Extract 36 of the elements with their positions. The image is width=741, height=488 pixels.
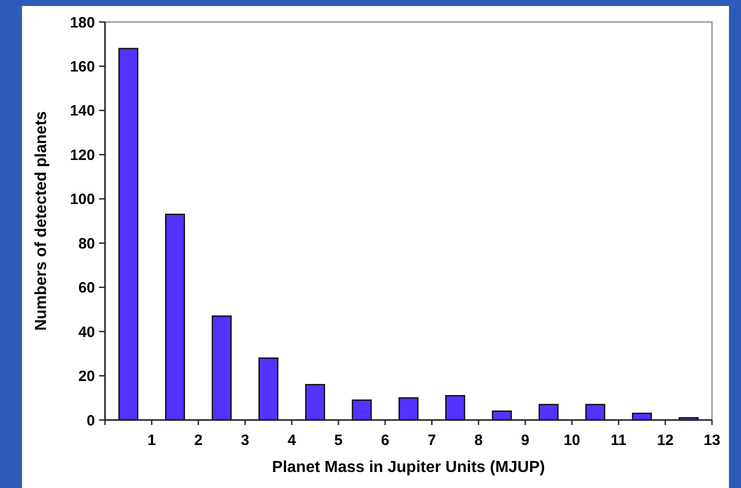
x-tick-label: 1 — [148, 432, 156, 449]
y-axis-title: Numbers of detected planets — [33, 111, 50, 331]
x-tick-label: 8 — [474, 432, 483, 449]
x-tick-label: 7 — [428, 432, 436, 449]
bar — [212, 315, 232, 421]
bar — [538, 404, 559, 421]
x-tick-label: 11 — [610, 432, 627, 449]
y-tick-label: 60 — [78, 280, 95, 297]
y-tick-label: 120 — [70, 146, 95, 164]
y-tick-label: 80 — [78, 235, 95, 252]
x-tick-label: 9 — [521, 432, 530, 449]
bar — [258, 357, 278, 421]
y-tick-label: 0 — [86, 412, 95, 430]
y-tick-label: 40 — [78, 324, 95, 341]
x-tick-label: 5 — [334, 432, 343, 449]
bar — [585, 404, 606, 421]
x-tick-label: 2 — [194, 432, 203, 449]
bar — [445, 395, 466, 421]
bar — [352, 399, 372, 421]
bar — [398, 397, 418, 421]
x-tick-label: 12 — [656, 432, 674, 449]
x-tick-label: 6 — [380, 432, 390, 449]
bar — [305, 384, 326, 421]
y-tick-label: 160 — [70, 58, 95, 76]
bar — [118, 48, 138, 421]
x-tick-label: 3 — [240, 432, 250, 449]
y-tick-label: 180 — [70, 14, 95, 32]
x-tick-label: 10 — [564, 432, 580, 449]
x-tick-label: 13 — [704, 432, 720, 449]
y-tick-label: 100 — [70, 191, 95, 208]
bar — [165, 214, 186, 421]
y-tick-label: 140 — [70, 102, 95, 120]
x-tick-label: 4 — [288, 432, 297, 449]
bar — [492, 410, 512, 421]
y-tick-label: 20 — [78, 368, 95, 386]
x-axis-title: Planet Mass in Jupiter Units (MJUP) — [272, 459, 545, 476]
